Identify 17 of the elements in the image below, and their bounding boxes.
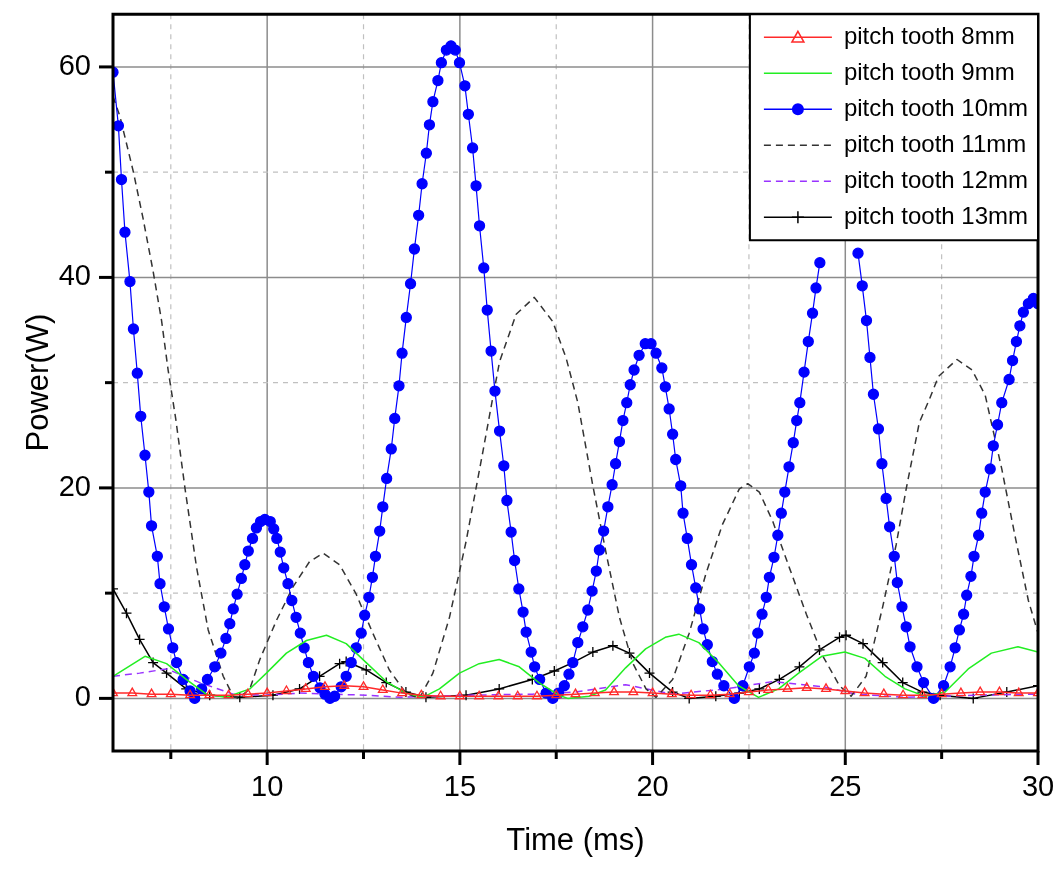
legend-label: pitch tooth 8mm (843, 21, 1015, 49)
legend-label: pitch tooth 9mm (843, 57, 1015, 85)
x-axis-title: Time (ms) (506, 821, 645, 857)
y-tick-label: 60 (58, 48, 91, 81)
legend-label: pitch tooth 11mm (843, 129, 1027, 157)
legend-label: pitch tooth 10mm (843, 93, 1028, 121)
x-tick-label: 20 (636, 770, 669, 803)
y-tick-label: 0 (74, 680, 91, 713)
x-tick-label: 25 (829, 770, 862, 803)
legend-label: pitch tooth 12mm (843, 165, 1028, 193)
y-axis-title: Power(W) (20, 313, 56, 452)
x-tick-label: 10 (251, 770, 284, 803)
legend-label: pitch tooth 13mm (843, 201, 1028, 229)
x-tick-label: 15 (443, 770, 477, 803)
y-tick-label: 20 (58, 469, 91, 502)
x-tick-label: 30 (1021, 770, 1055, 803)
y-tick-label: 40 (58, 259, 91, 292)
